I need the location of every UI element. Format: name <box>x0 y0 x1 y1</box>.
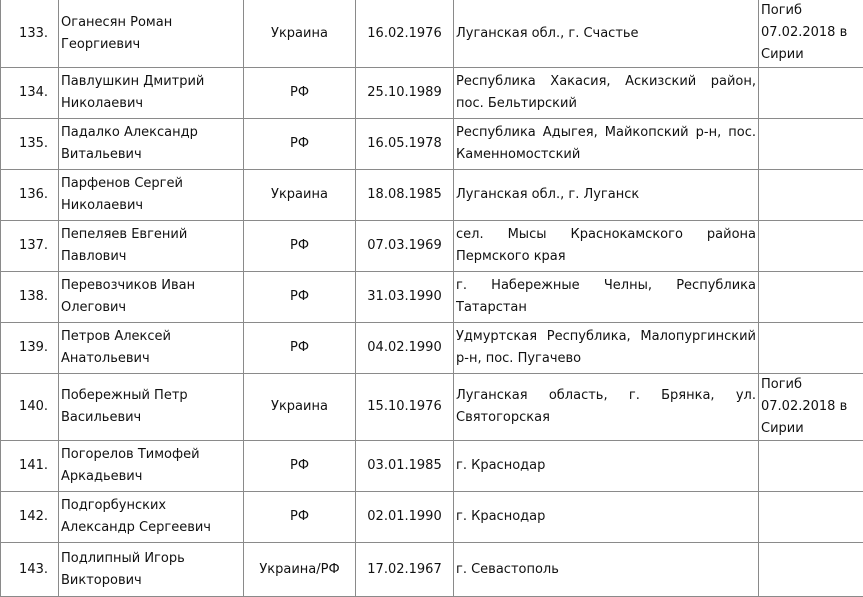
address: Луганская область, г. Брянка, ул. Святог… <box>454 374 759 441</box>
citizenship: РФ <box>244 272 356 323</box>
note <box>759 68 863 119</box>
address: Луганская обл., г. Луганск <box>454 170 759 221</box>
note <box>759 221 863 272</box>
row-number: 141. <box>1 441 59 492</box>
full-name: Петров Алексей Анатольевич <box>59 323 244 374</box>
address: Луганская обл., г. Счастье <box>454 0 759 68</box>
row-number: 142. <box>1 492 59 543</box>
table-row: 134. Павлушкин Дмитрий Николаевич РФ 25.… <box>1 68 863 119</box>
birth-date: 02.01.1990 <box>356 492 454 543</box>
birth-date: 16.05.1978 <box>356 119 454 170</box>
row-number: 136. <box>1 170 59 221</box>
full-name: Пепеляев Евгений Павлович <box>59 221 244 272</box>
full-name: Погорелов Тимофей Аркадьевич <box>59 441 244 492</box>
note: Погиб 07.02.2018 в Сирии <box>759 0 863 68</box>
row-number: 143. <box>1 543 59 597</box>
citizenship: РФ <box>244 441 356 492</box>
citizenship: РФ <box>244 221 356 272</box>
row-number: 133. <box>1 0 59 68</box>
address: г. Севастополь <box>454 543 759 597</box>
note <box>759 543 863 597</box>
table-row: 140. Побережный Петр Васильевич Украина … <box>1 374 863 441</box>
citizenship: Украина <box>244 0 356 68</box>
citizenship: Украина <box>244 374 356 441</box>
citizenship: Украина/РФ <box>244 543 356 597</box>
birth-date: 07.03.1969 <box>356 221 454 272</box>
table-row: 138. Перевозчиков Иван Олегович РФ 31.03… <box>1 272 863 323</box>
note <box>759 272 863 323</box>
row-number: 134. <box>1 68 59 119</box>
full-name: Парфенов Сергей Николаевич <box>59 170 244 221</box>
full-name: Падалко Александр Витальевич <box>59 119 244 170</box>
birth-date: 03.01.1985 <box>356 441 454 492</box>
address: Республика Адыгея, Майкопский р-н, пос. … <box>454 119 759 170</box>
birth-date: 31.03.1990 <box>356 272 454 323</box>
address: г. Краснодар <box>454 441 759 492</box>
row-number: 140. <box>1 374 59 441</box>
table-row: 135. Падалко Александр Витальевич РФ 16.… <box>1 119 863 170</box>
note <box>759 119 863 170</box>
address: сел. Мысы Краснокамского района Пермског… <box>454 221 759 272</box>
table-row: 137. Пепеляев Евгений Павлович РФ 07.03.… <box>1 221 863 272</box>
row-number: 138. <box>1 272 59 323</box>
table-row: 142. Подгорбунских Александр Сергеевич Р… <box>1 492 863 543</box>
address: г. Краснодар <box>454 492 759 543</box>
citizenship: РФ <box>244 119 356 170</box>
birth-date: 15.10.1976 <box>356 374 454 441</box>
address: г. Набережные Челны, Республика Татарста… <box>454 272 759 323</box>
note <box>759 441 863 492</box>
birth-date: 25.10.1989 <box>356 68 454 119</box>
full-name: Павлушкин Дмитрий Николаевич <box>59 68 244 119</box>
table-row: 141. Погорелов Тимофей Аркадьевич РФ 03.… <box>1 441 863 492</box>
citizenship: РФ <box>244 68 356 119</box>
table-row: 143. Подлипный Игорь Викторович Украина/… <box>1 543 863 597</box>
birth-date: 16.02.1976 <box>356 0 454 68</box>
full-name: Перевозчиков Иван Олегович <box>59 272 244 323</box>
full-name: Подлипный Игорь Викторович <box>59 543 244 597</box>
row-number: 139. <box>1 323 59 374</box>
note: Погиб 07.02.2018 в Сирии <box>759 374 863 441</box>
note <box>759 170 863 221</box>
birth-date: 17.02.1967 <box>356 543 454 597</box>
full-name: Побережный Петр Васильевич <box>59 374 244 441</box>
birth-date: 18.08.1985 <box>356 170 454 221</box>
birth-date: 04.02.1990 <box>356 323 454 374</box>
address: Республика Хакасия, Аскизский район, пос… <box>454 68 759 119</box>
row-number: 137. <box>1 221 59 272</box>
row-number: 135. <box>1 119 59 170</box>
citizenship: РФ <box>244 323 356 374</box>
table-row: 136. Парфенов Сергей Николаевич Украина … <box>1 170 863 221</box>
address: Удмуртская Республика, Малопургинский р-… <box>454 323 759 374</box>
full-name: Подгорбунских Александр Сергеевич <box>59 492 244 543</box>
citizenship: Украина <box>244 170 356 221</box>
citizenship: РФ <box>244 492 356 543</box>
full-name: Оганесян Роман Георгиевич <box>59 0 244 68</box>
table-row: 139. Петров Алексей Анатольевич РФ 04.02… <box>1 323 863 374</box>
note <box>759 323 863 374</box>
table-row: 133. Оганесян Роман Георгиевич Украина 1… <box>1 0 863 68</box>
note <box>759 492 863 543</box>
